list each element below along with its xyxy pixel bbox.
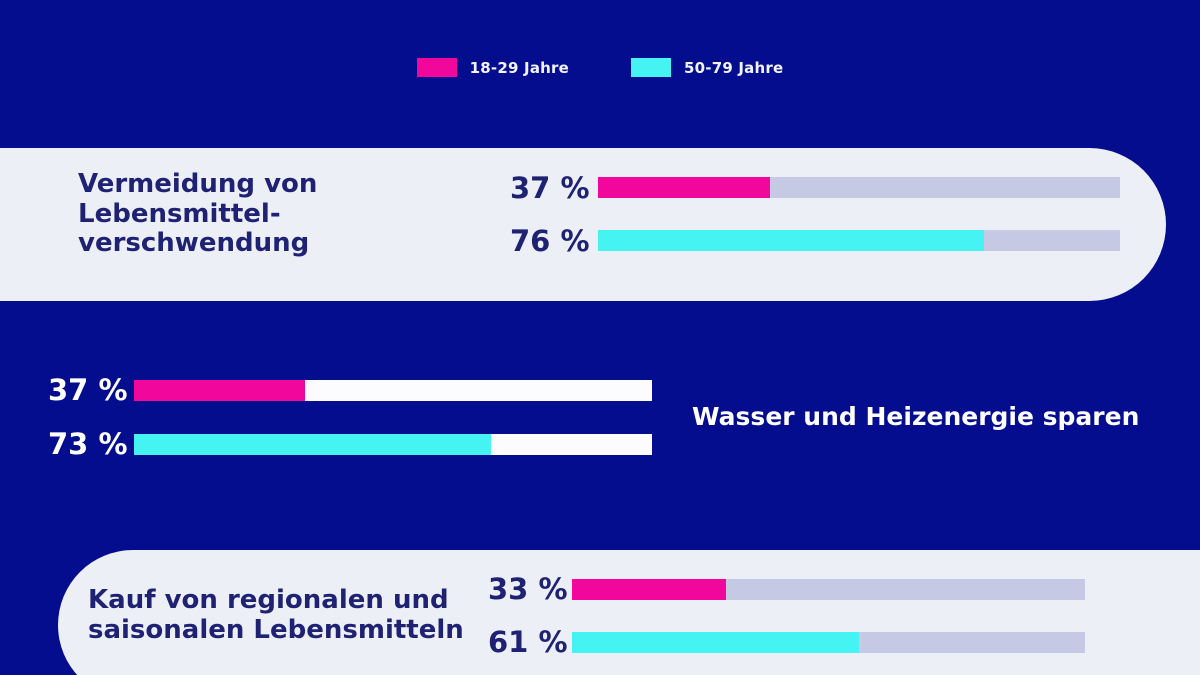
bar-value-label: 76 %: [510, 223, 590, 258]
legend-swatch-icon-older: [631, 58, 671, 77]
bar-group-water-heating: 37 % 73 % Wasser und Heizenergie sparen: [48, 373, 1158, 461]
group-card-3: [58, 550, 1200, 675]
group-card-1: [0, 148, 1166, 301]
bar-track: [134, 433, 652, 455]
legend-label-young: 18-29 Jahre: [469, 58, 569, 77]
bar-track: [572, 631, 1085, 653]
bar-track: [598, 230, 1120, 252]
bar-group-food-waste: Vermeidung von Lebensmittel- verschwendu…: [78, 169, 1178, 259]
bar-fill-older: [134, 433, 492, 455]
bar-group-label-regional-food: Kauf von regionalen und saisonalen Leben…: [88, 584, 464, 645]
legend-swatch-icon-young: [416, 58, 457, 77]
bar-group-regional-food: Kauf von regionalen und saisonalen Leben…: [88, 572, 1148, 659]
bar-rows-water-heating: 37 % 73 %: [48, 373, 652, 461]
bar-row: 37 %: [48, 373, 652, 407]
legend-label-older: 50-79 Jahre: [684, 58, 784, 77]
legend-item-older: 50-79 Jahre: [631, 58, 783, 77]
bar-row: 33 %: [488, 572, 1085, 606]
bar-value-label: 37 %: [510, 170, 590, 205]
bar-value-label: 37 %: [48, 373, 128, 407]
bar-track: [598, 177, 1120, 199]
bar-rows-food-waste: 37 % 76 %: [510, 171, 1120, 258]
bar-group-label-water-heating: Wasser und Heizenergie sparen: [692, 401, 1140, 431]
bar-group-label-food-waste: Vermeidung von Lebensmittel- verschwendu…: [78, 169, 318, 259]
bar-row: 61 %: [488, 625, 1085, 659]
chart-legend: 18-29 Jahre 50-79 Jahre: [0, 58, 1200, 77]
bar-fill-older: [572, 631, 860, 653]
bar-value-label: 61 %: [488, 625, 568, 659]
bar-fill-older: [598, 230, 985, 252]
bar-fill-young: [598, 177, 771, 199]
bar-track: [134, 379, 652, 401]
bar-fill-young: [572, 578, 726, 600]
bar-fill-young: [134, 379, 305, 401]
bar-row: 37 %: [510, 171, 1120, 205]
bar-rows-regional-food: 33 % 61 %: [488, 572, 1085, 659]
bar-value-label: 33 %: [488, 572, 568, 606]
legend-item-young: 18-29 Jahre: [416, 58, 569, 77]
bar-row: 73 %: [48, 427, 652, 461]
bar-value-label: 73 %: [48, 427, 128, 461]
bar-track: [572, 578, 1085, 600]
bar-row: 76 %: [510, 224, 1120, 258]
